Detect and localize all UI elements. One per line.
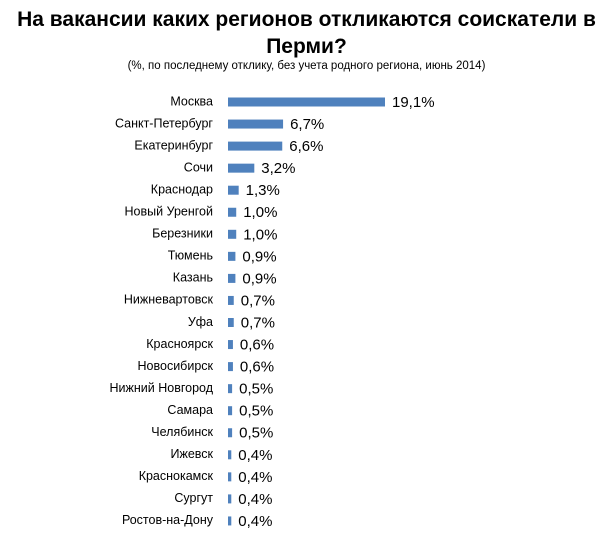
value-label: 0,9% — [242, 270, 276, 287]
value-label: 1,0% — [243, 226, 277, 243]
bar — [228, 472, 232, 482]
category-label: Нижний Новгород — [110, 381, 214, 395]
category-label: Ростов-на-Дону — [122, 513, 214, 527]
category-label: Казань — [173, 271, 213, 285]
category-label: Новосибирск — [138, 359, 214, 373]
value-label: 0,4% — [238, 469, 272, 486]
bar — [228, 295, 234, 305]
value-label: 1,3% — [246, 182, 280, 199]
bar — [228, 362, 233, 372]
value-label: 0,7% — [241, 292, 275, 309]
value-label: 0,5% — [239, 403, 273, 420]
bar — [228, 428, 233, 438]
value-label: 0,5% — [239, 425, 273, 442]
bar — [228, 97, 386, 107]
category-label: Ижевск — [170, 447, 213, 461]
bar — [228, 273, 236, 283]
bar — [228, 163, 255, 173]
value-label: 0,5% — [239, 381, 273, 398]
bar — [228, 119, 284, 129]
chart-title: На вакансии каких регионов откликаются с… — [17, 8, 596, 58]
bar — [228, 251, 236, 261]
bar — [228, 450, 232, 460]
category-label: Краснокамск — [139, 469, 214, 483]
bar — [228, 384, 233, 394]
category-label: Нижневартовск — [124, 293, 214, 307]
category-label: Новый Уренгой — [125, 205, 213, 219]
value-label: 0,4% — [238, 491, 272, 508]
category-label: Краснодар — [151, 182, 213, 196]
bar — [228, 494, 232, 504]
category-label: Тюмень — [168, 249, 213, 263]
category-label: Уфа — [188, 315, 213, 329]
category-label: Екатеринбург — [134, 138, 213, 152]
value-label: 19,1% — [392, 94, 435, 111]
value-label: 0,7% — [241, 314, 275, 331]
value-label: 3,2% — [261, 160, 295, 177]
category-label: Самара — [167, 403, 213, 417]
value-label: 1,0% — [243, 204, 277, 221]
bar — [228, 229, 237, 239]
category-label: Сочи — [184, 160, 213, 174]
bar — [228, 340, 233, 350]
value-label: 0,6% — [240, 337, 274, 354]
value-label: 0,4% — [238, 513, 272, 530]
category-label: Березники — [152, 227, 213, 241]
bar — [228, 318, 234, 327]
value-label: 6,7% — [290, 116, 324, 133]
chart-subtitle: (%, по последнему отклику, без учета род… — [127, 60, 486, 72]
bar — [228, 207, 237, 217]
bar — [228, 141, 283, 151]
category-label: Челябинск — [151, 425, 213, 439]
category-label: Санкт-Петербург — [115, 116, 213, 130]
value-label: 0,4% — [238, 447, 272, 464]
bar — [228, 406, 233, 416]
category-label: Москва — [170, 94, 213, 108]
value-label: 0,9% — [242, 248, 276, 265]
bar — [228, 516, 232, 526]
value-label: 0,6% — [240, 359, 274, 376]
category-label: Красноярск — [146, 337, 213, 351]
bar — [228, 185, 239, 195]
value-label: 6,6% — [289, 138, 323, 155]
category-label: Сургут — [174, 491, 213, 505]
